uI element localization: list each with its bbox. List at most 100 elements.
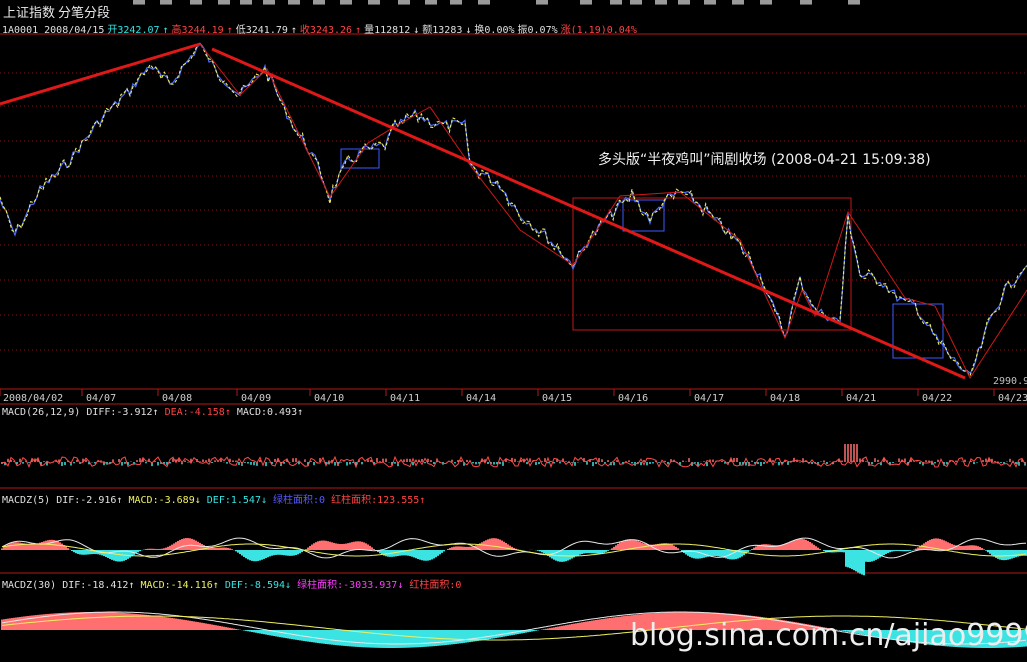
toolbar-button[interactable]	[478, 0, 490, 5]
segment-zigzag	[199, 43, 1027, 380]
x-tick-label: 04/11	[390, 393, 421, 404]
turnover-value: 换0.00%	[474, 25, 515, 36]
change-value: 涨(1.19)0.04%	[560, 25, 637, 36]
toolbar-button[interactable]	[610, 0, 622, 5]
up-arrow-icon: ↑	[116, 495, 123, 506]
toolbar-button[interactable]	[760, 0, 772, 5]
price-line-yellow	[0, 42, 1027, 378]
macd3-green-area: 绿柱面积:-3033.937	[297, 580, 398, 591]
toolbar-button[interactable]	[288, 0, 300, 5]
macd3-legend: MACDZ(30) DIF:-18.412↑ MACD:-14.116↑ DEF…	[2, 576, 461, 591]
trend-line-up	[0, 42, 201, 106]
grid-lines	[0, 72, 1027, 351]
macd2-macd: MACD:-3.689	[128, 495, 195, 506]
x-tick-label: 04/17	[694, 393, 725, 404]
macd1-diff-line	[1, 455, 1026, 469]
macd2-name: MACDZ(5)	[2, 495, 51, 506]
x-tick-label: 04/10	[314, 393, 345, 404]
x-tick-label: 04/07	[86, 393, 117, 404]
down-arrow-icon: ↓	[260, 495, 267, 506]
up-arrow-icon: ↑	[419, 495, 426, 506]
macd2-green-area: 绿柱面积:0	[273, 495, 326, 506]
low-price-label: 2990.9	[993, 376, 1027, 387]
macd1-legend: MACD(26,12,9) DIFF:-3.912↑ DEA:-4.158↑ M…	[2, 407, 303, 418]
down-arrow-icon: ↓	[397, 580, 404, 591]
down-arrow-icon: ↓	[194, 495, 201, 506]
up-arrow-icon: ↑	[226, 25, 233, 36]
amount-value: 额13283	[422, 25, 463, 36]
toolbar-button[interactable]	[732, 0, 744, 5]
x-tick-label: 04/15	[542, 393, 573, 404]
volume-value: 量112812	[364, 25, 411, 36]
macd1-macd: MACD:0.493	[236, 407, 298, 418]
toolbar-button[interactable]	[704, 0, 716, 5]
panel-frames	[0, 33, 1027, 574]
macd1-name: MACD(26,12,9)	[2, 407, 81, 418]
toolbar-button[interactable]	[450, 0, 462, 5]
toolbar-button[interactable]	[218, 0, 230, 5]
quote-info-bar: 1A0001 2008/04/15 开3242.07 ↑ 高3244.19 ↑ 低3241…	[2, 21, 640, 36]
toolbar-button[interactable]	[190, 0, 202, 5]
macd3-def: DEF:-8.594	[224, 580, 286, 591]
x-tick-label: 04/18	[770, 393, 801, 404]
toolbar-button[interactable]	[240, 0, 252, 5]
close-value: 收3243.26	[299, 25, 353, 36]
price-line-blue	[0, 42, 1027, 374]
toolbar-button[interactable]	[678, 0, 690, 5]
toolbar-button[interactable]	[536, 0, 548, 5]
x-tick-label: 04/22	[922, 393, 953, 404]
up-arrow-icon: ↑	[290, 25, 297, 36]
consolidation-box	[572, 197, 852, 331]
macd3-histogram	[1, 612, 1027, 648]
toolbar	[100, 0, 1027, 5]
window-subtitle: 分笔分段	[58, 6, 111, 21]
macd3-dea-line	[1, 615, 1027, 641]
macd3-dif: DIF:-18.412	[62, 580, 129, 591]
title-bar: 上证指数 分笔分段	[0, 0, 1027, 22]
macd2-dea-line	[1, 543, 1027, 557]
toolbar-button[interactable]	[340, 0, 352, 5]
blue-box-2	[622, 199, 665, 232]
trend-lines	[0, 42, 966, 380]
macd2-dif: DIF:-2.916	[56, 495, 117, 506]
macd1-diff: DIFF:-3.912	[86, 407, 153, 418]
toolbar-button[interactable]	[133, 0, 145, 5]
toolbar-button[interactable]	[425, 0, 437, 5]
toolbar-button[interactable]	[655, 0, 667, 5]
macd3-red-area: 红柱面积:0	[409, 580, 462, 591]
segment-lines	[199, 43, 1027, 380]
down-arrow-icon: ↓	[285, 580, 292, 591]
toolbar-button[interactable]	[398, 0, 410, 5]
toolbar-button[interactable]	[368, 0, 380, 5]
down-arrow-icon: ↓	[413, 25, 420, 36]
macd3-dif-line	[1, 611, 1027, 645]
x-tick-label: 04/21	[846, 393, 877, 404]
x-tick-label: 04/23	[998, 393, 1027, 404]
toolbar-button[interactable]	[313, 0, 325, 5]
macd2-legend: MACDZ(5) DIF:-2.916↑ MACD:-3.689↓ DEF:1.…	[2, 491, 425, 506]
macd2-red-area: 红柱面积:123.555	[331, 495, 420, 506]
x-tick-label: 2008/04/02	[3, 393, 64, 404]
up-arrow-icon: ↑	[152, 407, 159, 418]
toolbar-button[interactable]	[848, 0, 860, 5]
down-arrow-icon: ↓	[465, 25, 472, 36]
macd3-name: MACDZ(30)	[2, 580, 57, 591]
trend-line-down	[211, 47, 966, 380]
toolbar-button[interactable]	[580, 0, 592, 5]
macd2-histogram	[1, 538, 1027, 576]
toolbar-button[interactable]	[160, 0, 172, 5]
up-arrow-icon: ↑	[297, 407, 304, 418]
up-arrow-icon: ↑	[355, 25, 362, 36]
x-tick-label: 04/16	[618, 393, 649, 404]
toolbar-button[interactable]	[630, 0, 642, 5]
toolbar-button[interactable]	[800, 0, 812, 5]
high-value: 高3244.19	[171, 25, 224, 36]
blue-box-1	[340, 148, 380, 169]
up-arrow-icon: ↑	[162, 25, 169, 36]
macd3-macd: MACD:-14.116	[140, 580, 213, 591]
toolbar-button[interactable]	[263, 0, 275, 5]
macd2-def: DEF:1.547	[206, 495, 261, 506]
code-date: 1A0001 2008/04/15	[2, 25, 105, 36]
x-ticks	[0, 389, 995, 396]
up-arrow-icon: ↑	[128, 580, 135, 591]
